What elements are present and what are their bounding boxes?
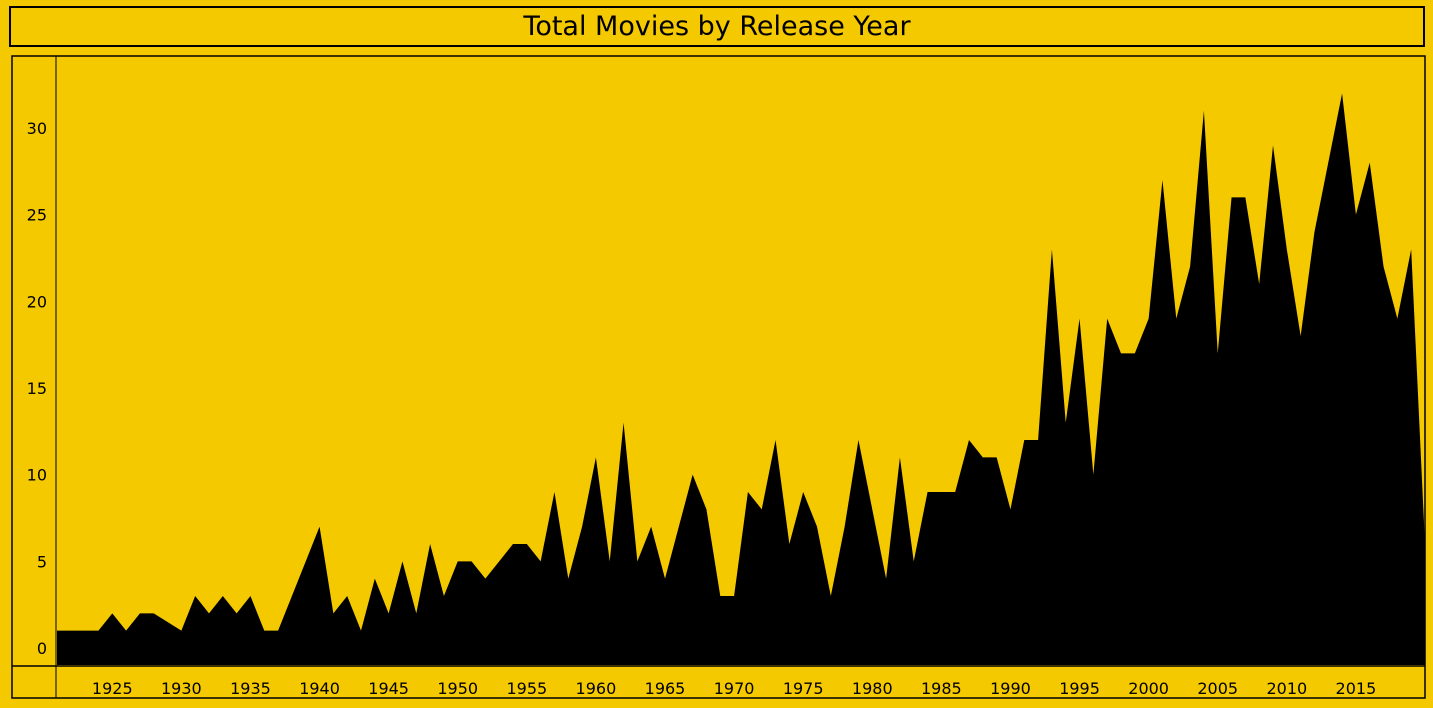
x-tick-label: 1925 [92,679,133,698]
x-tick-label: 1945 [368,679,409,698]
y-tick-label: 30 [27,119,47,138]
x-tick-label: 1935 [230,679,271,698]
x-tick-label: 1980 [852,679,893,698]
chart-title: Total Movies by Release Year [9,6,1425,47]
y-tick-label: 20 [27,292,47,311]
y-tick-label: 5 [37,552,47,571]
x-tick-label: 2015 [1336,679,1377,698]
y-tick-label: 15 [27,379,47,398]
x-tick-label: 1950 [437,679,478,698]
x-tick-label: 1990 [990,679,1031,698]
area-series [57,93,1425,665]
x-tick-label: 1985 [921,679,962,698]
y-tick-label: 0 [37,639,47,658]
x-tick-label: 1965 [645,679,686,698]
x-tick-label: 1995 [1059,679,1100,698]
x-tick-label: 1955 [506,679,547,698]
x-tick-label: 1975 [783,679,824,698]
plot-frame [11,55,1426,699]
y-tick-label: 25 [27,206,47,225]
x-tick-label: 2010 [1266,679,1307,698]
y-tick-label: 10 [27,466,47,485]
x-tick-label: 1930 [161,679,202,698]
x-tick-label: 2000 [1128,679,1169,698]
x-tick-label: 1970 [714,679,755,698]
x-tick-label: 2005 [1197,679,1238,698]
x-tick-label: 1960 [576,679,617,698]
x-tick-label: 1940 [299,679,340,698]
